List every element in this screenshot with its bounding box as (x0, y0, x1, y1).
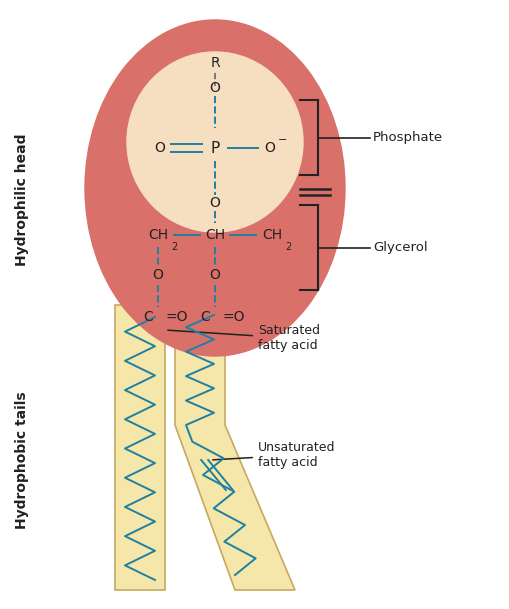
Text: O: O (209, 196, 220, 210)
Text: =O: =O (165, 310, 188, 324)
Text: Glycerol: Glycerol (372, 241, 427, 254)
Text: R: R (210, 56, 219, 70)
Text: C: C (200, 310, 210, 324)
Bar (115, 305, 165, 590)
Text: O: O (154, 141, 165, 155)
Polygon shape (175, 305, 294, 590)
Text: 2: 2 (285, 242, 291, 252)
Text: CH: CH (205, 228, 224, 242)
Text: −: − (278, 135, 287, 145)
Text: 2: 2 (171, 242, 177, 252)
Text: O: O (209, 268, 220, 282)
Text: =O: =O (222, 310, 245, 324)
Text: Phosphate: Phosphate (372, 131, 442, 144)
Text: Unsaturated
fatty acid: Unsaturated fatty acid (212, 441, 335, 469)
Text: CH: CH (262, 228, 281, 242)
Text: O: O (152, 268, 163, 282)
Text: Saturated
fatty acid: Saturated fatty acid (167, 324, 319, 352)
Text: O: O (209, 81, 220, 95)
Ellipse shape (85, 20, 344, 356)
Text: CH: CH (148, 228, 168, 242)
Text: Hydrophilic head: Hydrophilic head (15, 134, 29, 266)
Text: C: C (143, 310, 153, 324)
Ellipse shape (127, 52, 302, 232)
Text: Hydrophobic tails: Hydrophobic tails (15, 391, 29, 529)
Text: P: P (210, 141, 219, 155)
Text: O: O (264, 141, 275, 155)
